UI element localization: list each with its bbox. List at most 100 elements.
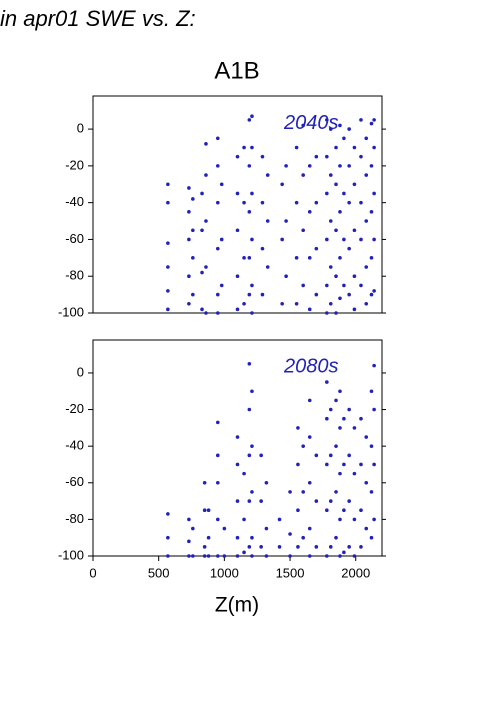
point	[222, 554, 227, 558]
point	[277, 517, 282, 522]
point	[359, 283, 363, 288]
point	[250, 311, 254, 315]
point	[342, 550, 346, 555]
point	[242, 302, 246, 306]
y-tick-label: -100	[58, 547, 84, 562]
point	[369, 389, 374, 394]
point	[235, 435, 240, 439]
point	[359, 462, 363, 467]
point	[235, 154, 240, 159]
point	[242, 145, 246, 150]
point	[352, 426, 357, 430]
point	[338, 554, 342, 558]
point	[242, 200, 246, 205]
point	[347, 164, 351, 168]
point	[307, 210, 312, 214]
point	[369, 444, 374, 448]
point	[264, 554, 269, 558]
point	[242, 256, 246, 260]
y-tick-label: -60	[65, 474, 84, 489]
point	[235, 274, 240, 279]
point	[204, 142, 208, 146]
point	[296, 508, 300, 513]
point	[338, 426, 342, 430]
point	[204, 265, 208, 269]
point	[264, 526, 269, 531]
point	[259, 499, 263, 503]
point	[342, 136, 346, 141]
point	[265, 173, 270, 177]
point	[288, 490, 292, 494]
point	[250, 237, 254, 242]
point	[334, 490, 338, 494]
plot-frame	[92, 95, 383, 314]
point	[325, 508, 329, 513]
y-tick-label: -40	[65, 438, 84, 453]
point	[334, 398, 338, 403]
point	[347, 545, 351, 549]
point	[359, 545, 363, 549]
point	[191, 228, 195, 233]
point	[166, 512, 170, 516]
point	[215, 311, 220, 315]
point	[334, 311, 338, 315]
page-title: in apr01 SWE vs. Z:	[0, 6, 196, 31]
point	[347, 453, 351, 458]
point	[338, 164, 342, 168]
point	[342, 191, 346, 196]
point	[342, 416, 346, 421]
point	[215, 517, 220, 522]
point	[307, 164, 312, 168]
point	[314, 545, 319, 549]
point	[352, 182, 357, 187]
point	[372, 462, 376, 467]
point	[342, 462, 346, 467]
point	[364, 480, 369, 485]
point	[202, 545, 207, 549]
point	[215, 164, 220, 168]
point	[294, 200, 299, 205]
point	[307, 526, 312, 531]
point	[215, 480, 220, 485]
point	[359, 154, 363, 159]
point	[235, 554, 240, 558]
point	[314, 246, 319, 251]
point	[352, 517, 357, 522]
point	[334, 182, 338, 187]
point	[369, 292, 374, 297]
point	[235, 535, 240, 540]
point	[294, 256, 299, 260]
point	[215, 453, 220, 458]
point	[215, 136, 220, 141]
point	[364, 265, 369, 269]
point	[372, 145, 376, 150]
point	[235, 499, 240, 503]
point	[301, 535, 305, 540]
point	[288, 554, 292, 558]
point	[204, 173, 208, 177]
point	[187, 539, 191, 544]
y-tick-label: -80	[65, 511, 84, 526]
point	[284, 274, 288, 279]
point	[222, 526, 227, 531]
point	[166, 535, 170, 540]
point	[325, 416, 329, 421]
point	[301, 490, 305, 494]
x-tick-label: 2000	[341, 565, 370, 580]
period-label: 2040s	[283, 112, 339, 134]
point	[325, 191, 329, 196]
y-tick-label: -60	[65, 231, 84, 246]
point	[347, 127, 351, 131]
point	[307, 307, 312, 312]
point	[307, 480, 312, 485]
point	[204, 311, 208, 315]
point	[247, 164, 252, 168]
point	[219, 283, 224, 288]
point	[166, 554, 170, 558]
point	[359, 118, 363, 122]
point	[200, 307, 204, 312]
point	[314, 453, 319, 458]
point	[334, 145, 338, 150]
point	[364, 302, 369, 306]
point	[187, 274, 191, 279]
